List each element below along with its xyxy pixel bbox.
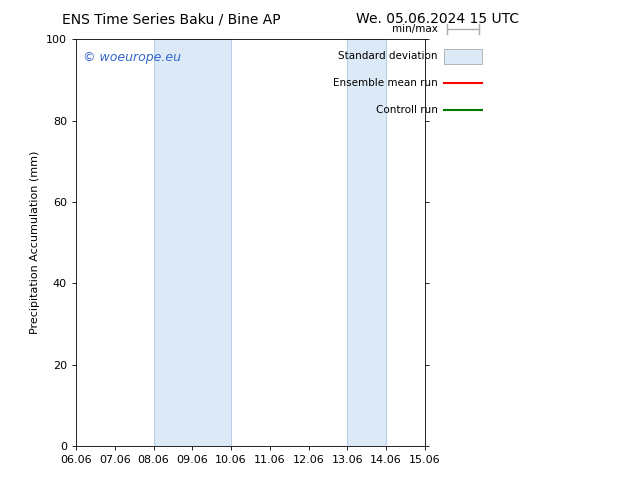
Bar (347, 39, 386, 446)
Text: min/max: min/max (392, 24, 437, 34)
Y-axis label: Precipitation Accumulation (mm): Precipitation Accumulation (mm) (30, 151, 41, 334)
Text: We. 05.06.2024 15 UTC: We. 05.06.2024 15 UTC (356, 12, 519, 26)
Text: ENS Time Series Baku / Bine AP: ENS Time Series Baku / Bine AP (62, 12, 280, 26)
Text: Ensemble mean run: Ensemble mean run (333, 78, 437, 88)
Bar (153, 39, 231, 446)
Text: Standard deviation: Standard deviation (338, 51, 437, 61)
Text: © woeurope.eu: © woeurope.eu (83, 51, 181, 64)
Text: Controll run: Controll run (375, 105, 437, 115)
